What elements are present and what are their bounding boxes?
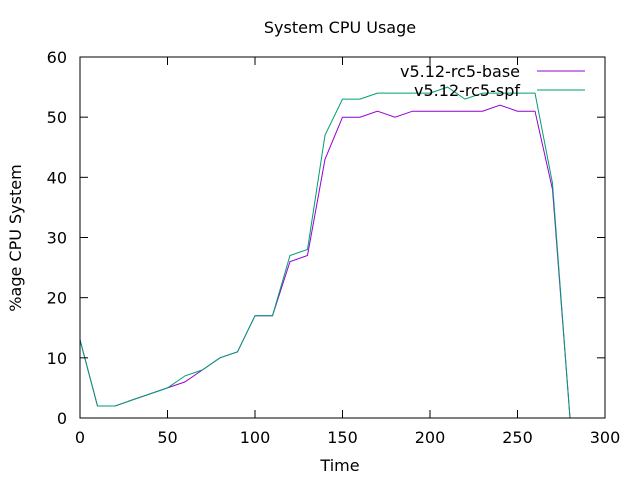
ticks-layer: 0 50 100 150 200 250 300 0 10 20 30 40 50 60 — [47, 48, 621, 447]
y-tick-label: 50 — [47, 108, 67, 127]
y-axis-title: %age CPU System — [6, 164, 25, 311]
x-tick-label: 0 — [75, 428, 85, 447]
x-tick-label: 100 — [240, 428, 271, 447]
series-line-1 — [79, 104, 571, 419]
legend-label-2: v5.12-rc5-spf — [414, 81, 520, 100]
x-tick-label: 250 — [502, 428, 533, 447]
x-tick-label: 200 — [415, 428, 446, 447]
series-layer — [79, 86, 571, 419]
y-tick-label: 0 — [57, 409, 67, 428]
y-tick-label: 10 — [47, 349, 67, 368]
y-tick-label: 30 — [47, 229, 67, 248]
x-tick-label: 300 — [590, 428, 621, 447]
x-tick-label: 150 — [327, 428, 358, 447]
series-line-2 — [79, 86, 571, 419]
y-tick-label: 20 — [47, 289, 67, 308]
y-tick-label: 40 — [47, 168, 67, 187]
x-axis-title: Time — [319, 456, 359, 475]
x-tick-label: 50 — [157, 428, 177, 447]
chart-title: System CPU Usage — [264, 18, 416, 37]
y-tick-label: 60 — [47, 48, 67, 67]
legend-label-1: v5.12-rc5-base — [400, 62, 520, 81]
